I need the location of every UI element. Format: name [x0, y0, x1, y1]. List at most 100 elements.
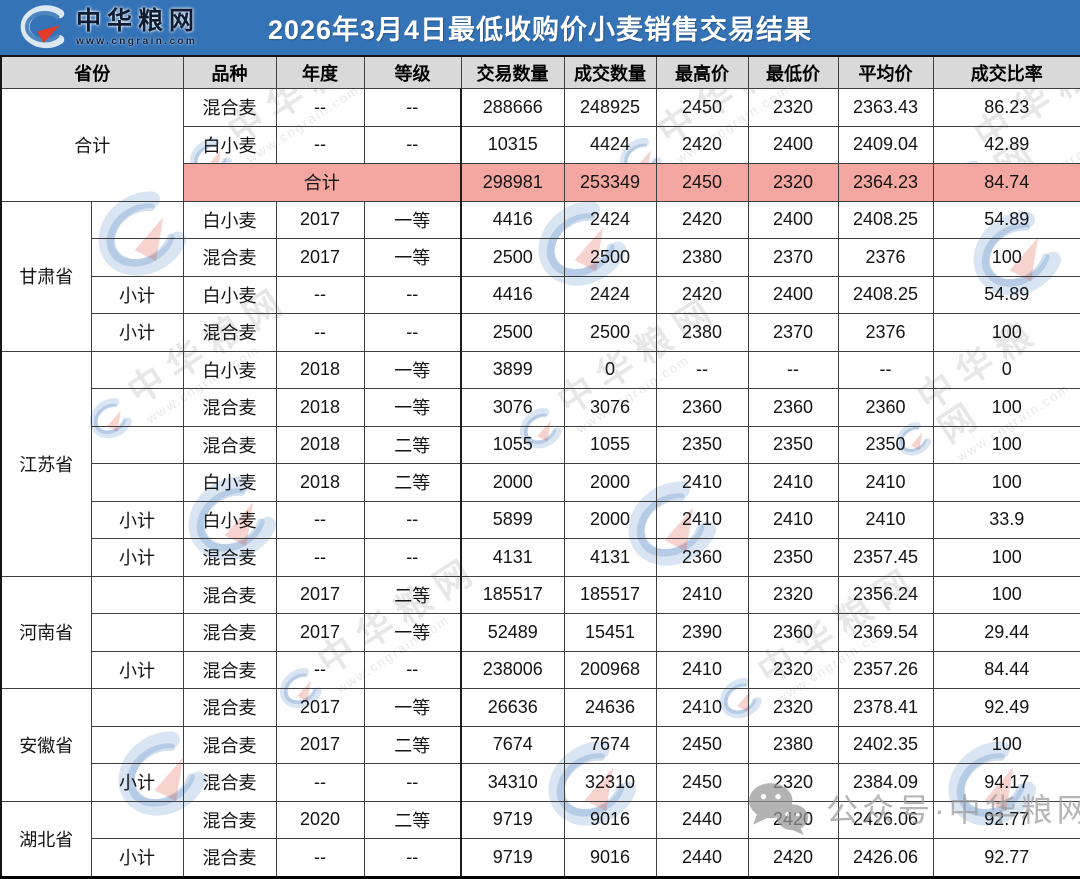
deal-qty-cell: 7674 [563, 725, 657, 764]
subtotal-label-cell [90, 800, 184, 839]
min-price-cell: 2320 [747, 88, 839, 127]
min-price-cell: 2320 [747, 575, 839, 614]
avg-price-cell: 2402.35 [837, 725, 934, 764]
deal-qty-cell: 253349 [563, 163, 657, 202]
variety-cell: 混合麦 [182, 688, 277, 727]
grade-cell: 二等 [363, 800, 462, 839]
variety-cell: 白小麦 [182, 350, 277, 389]
min-price-cell: 2320 [747, 163, 839, 202]
variety-cell: 白小麦 [182, 463, 277, 502]
min-price-cell: 2410 [747, 463, 839, 502]
deal-ratio-cell: 100 [932, 725, 1080, 764]
variety-cell: 白小麦 [182, 500, 277, 539]
avg-price-cell: 2369.54 [837, 613, 934, 652]
avg-price-cell: 2426.06 [837, 838, 934, 878]
max-price-cell: 2440 [655, 838, 749, 878]
grade-cell: 一等 [363, 238, 462, 277]
grand-total-row: 合计 298981 253349 2450 2320 2364.23 84.74 [1, 163, 1080, 202]
grade-cell: -- [363, 313, 462, 352]
grade-cell: 一等 [363, 350, 462, 389]
subtotal-label-cell: 小计 [90, 763, 184, 802]
subtotal-label-cell: 小计 [90, 500, 184, 539]
results-table: 省份 品种 年度 等级 交易数量 成交数量 最高价 最低价 平均价 成交比率 合… [0, 55, 1080, 879]
grade-cell: -- [363, 88, 462, 127]
year-cell: -- [275, 125, 365, 164]
subtotal-label-cell: 小计 [90, 538, 184, 577]
avg-price-cell: 2356.24 [837, 575, 934, 614]
deal-qty-cell: 9016 [563, 800, 657, 839]
col-header-deal-ratio: 成交比率 [932, 55, 1080, 89]
col-header-variety: 品种 [182, 55, 277, 89]
deal-ratio-cell: 29.44 [932, 613, 1080, 652]
deal-ratio-cell: 92.49 [932, 688, 1080, 727]
subtotal-label-cell [90, 725, 184, 764]
grade-cell: 一等 [363, 613, 462, 652]
table-row: 合计 混合麦 -- -- 288666 248925 2450 2320 2363.43 86.2… [0, 88, 1080, 202]
grade-cell: 一等 [363, 200, 462, 239]
col-header-avg-price: 平均价 [837, 55, 934, 89]
trade-qty-cell: 3076 [460, 388, 565, 427]
deal-qty-cell: 2424 [563, 275, 657, 314]
min-price-cell: -- [747, 350, 839, 389]
deal-qty-cell: 248925 [563, 88, 657, 127]
subtotal-label-cell: 小计 [90, 650, 184, 689]
deal-qty-cell: 4424 [563, 125, 657, 164]
trade-qty-cell: 238006 [460, 650, 565, 689]
trade-qty-cell: 9719 [460, 838, 565, 878]
year-cell: -- [275, 538, 365, 577]
avg-price-cell: 2378.41 [837, 688, 934, 727]
deal-qty-cell: 2000 [563, 500, 657, 539]
min-price-cell: 2380 [747, 725, 839, 764]
grade-cell: -- [363, 650, 462, 689]
grade-cell: -- [363, 275, 462, 314]
table-row: 小计 白小麦 -- -- 4416 2424 2420 2400 2408.25 54.89 [1, 275, 1080, 314]
deal-qty-cell: 3076 [563, 388, 657, 427]
deal-ratio-cell: 92.77 [932, 838, 1080, 878]
deal-ratio-cell: 100 [932, 575, 1080, 614]
grade-cell: -- [363, 538, 462, 577]
table-row: 混合麦 2017 二等 7674 7674 2450 2380 2402.35 100 [1, 725, 1080, 764]
page-title: 2026年3月4日最低收购价小麦销售交易结果 [267, 15, 813, 45]
col-header-grade: 等级 [363, 55, 462, 89]
max-price-cell: 2420 [655, 125, 749, 164]
variety-cell: 混合麦 [182, 838, 277, 878]
avg-price-cell: 2376 [837, 313, 934, 352]
col-header-trade-qty: 交易数量 [460, 55, 565, 89]
min-price-cell: 2320 [747, 650, 839, 689]
grade-cell: 二等 [363, 575, 462, 614]
table-head: 省份 品种 年度 等级 交易数量 成交数量 最高价 最低价 平均价 成交比率 [0, 55, 1080, 89]
avg-price-cell: -- [837, 350, 934, 389]
min-price-cell: 2400 [747, 125, 839, 164]
province-cell: 江苏省 [0, 350, 92, 577]
min-price-cell: 2370 [747, 238, 839, 277]
min-price-cell: 2420 [747, 838, 839, 878]
table-row: 安徽省 混合麦 2017 一等 26636 24636 2410 2320 2378.41 92.… [0, 688, 1080, 802]
subtotal-label-cell [90, 613, 184, 652]
variety-cell: 混合麦 [182, 575, 277, 614]
max-price-cell: 2380 [655, 313, 749, 352]
avg-price-cell: 2409.04 [837, 125, 934, 164]
year-cell: -- [275, 275, 365, 314]
col-header-max-price: 最高价 [655, 55, 749, 89]
brand-name: 中华粮网 [76, 6, 201, 35]
variety-cell: 混合麦 [182, 388, 277, 427]
variety-cell: 混合麦 [182, 650, 277, 689]
max-price-cell: 2410 [655, 463, 749, 502]
table-row: 湖北省 混合麦 2020 二等 9719 9016 2440 2420 2426.06 92.77 [0, 800, 1080, 878]
deal-qty-cell: 200968 [563, 650, 657, 689]
table-row: 河南省 混合麦 2017 二等 185517 185517 2410 2320 2356.24 1… [0, 575, 1080, 689]
deal-qty-cell: 2424 [563, 200, 657, 239]
year-cell: 2017 [275, 688, 365, 727]
max-price-cell: 2420 [655, 275, 749, 314]
trade-qty-cell: 52489 [460, 613, 565, 652]
variety-cell: 混合麦 [182, 238, 277, 277]
year-cell: -- [275, 88, 365, 127]
trade-qty-cell: 2500 [460, 238, 565, 277]
deal-ratio-cell: 86.23 [932, 88, 1080, 127]
subtotal-label-cell [90, 425, 184, 464]
deal-ratio-cell: 42.89 [932, 125, 1080, 164]
subtotal-label-cell: 小计 [90, 313, 184, 352]
trade-qty-cell: 5899 [460, 500, 565, 539]
avg-price-cell: 2360 [837, 388, 934, 427]
table-header-row: 省份 品种 年度 等级 交易数量 成交数量 最高价 最低价 平均价 成交比率 [0, 55, 1080, 89]
